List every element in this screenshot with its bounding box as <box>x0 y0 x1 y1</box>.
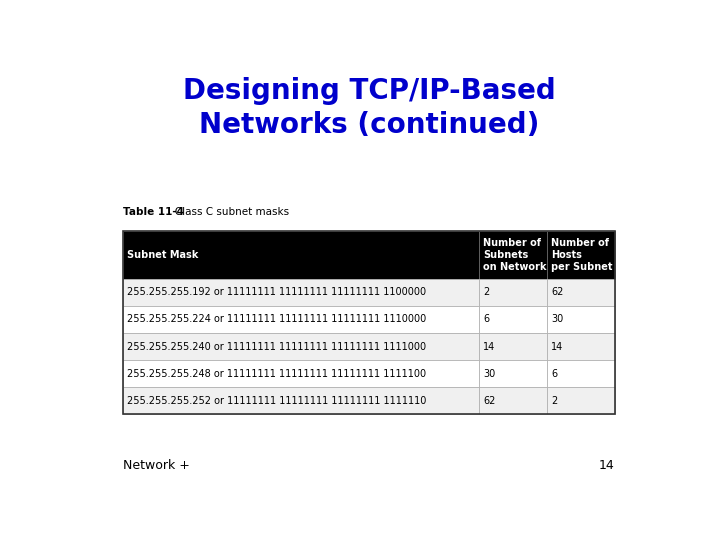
Text: Class C subnet masks: Class C subnet masks <box>166 207 289 217</box>
Text: 6: 6 <box>483 314 490 325</box>
Bar <box>124 387 480 414</box>
Text: 14: 14 <box>483 341 495 352</box>
Text: 2: 2 <box>483 287 490 298</box>
Text: 2: 2 <box>551 396 557 406</box>
Text: 255.255.255.240 or 11111111 11111111 11111111 1111000: 255.255.255.240 or 11111111 11111111 111… <box>127 341 426 352</box>
Text: 14: 14 <box>599 460 615 472</box>
Text: Subnet Mask: Subnet Mask <box>127 250 199 260</box>
Bar <box>124 231 615 414</box>
Bar <box>547 387 615 414</box>
Bar <box>124 360 480 387</box>
Text: 6: 6 <box>551 368 557 379</box>
Bar <box>124 333 480 360</box>
Bar <box>480 360 547 387</box>
Bar <box>480 306 547 333</box>
Text: Network +: Network + <box>124 460 190 472</box>
Text: 255.255.255.252 or 11111111 11111111 11111111 1111110: 255.255.255.252 or 11111111 11111111 111… <box>127 396 427 406</box>
Text: 255.255.255.224 or 11111111 11111111 11111111 1110000: 255.255.255.224 or 11111111 11111111 111… <box>127 314 427 325</box>
Bar <box>547 306 615 333</box>
Text: 62: 62 <box>551 287 563 298</box>
Text: 255.255.255.192 or 11111111 11111111 11111111 1100000: 255.255.255.192 or 11111111 11111111 111… <box>127 287 426 298</box>
Text: 255.255.255.248 or 11111111 11111111 11111111 1111100: 255.255.255.248 or 11111111 11111111 111… <box>127 368 426 379</box>
Bar <box>480 279 547 306</box>
Bar <box>547 279 615 306</box>
Bar <box>480 387 547 414</box>
Text: Number of
Hosts
per Subnet: Number of Hosts per Subnet <box>551 239 613 272</box>
Text: Designing TCP/IP-Based
Networks (continued): Designing TCP/IP-Based Networks (continu… <box>183 77 555 139</box>
Bar <box>547 360 615 387</box>
Bar <box>480 333 547 360</box>
Bar <box>547 333 615 360</box>
Bar <box>124 279 480 306</box>
Text: 14: 14 <box>551 341 563 352</box>
Bar <box>124 231 480 279</box>
Text: 62: 62 <box>483 396 496 406</box>
Bar <box>480 231 547 279</box>
Text: Table 11-4: Table 11-4 <box>124 207 184 217</box>
Bar <box>124 306 480 333</box>
Bar <box>547 231 615 279</box>
Text: Number of
Subnets
on Network: Number of Subnets on Network <box>483 239 547 272</box>
Text: 30: 30 <box>483 368 495 379</box>
Text: 30: 30 <box>551 314 563 325</box>
